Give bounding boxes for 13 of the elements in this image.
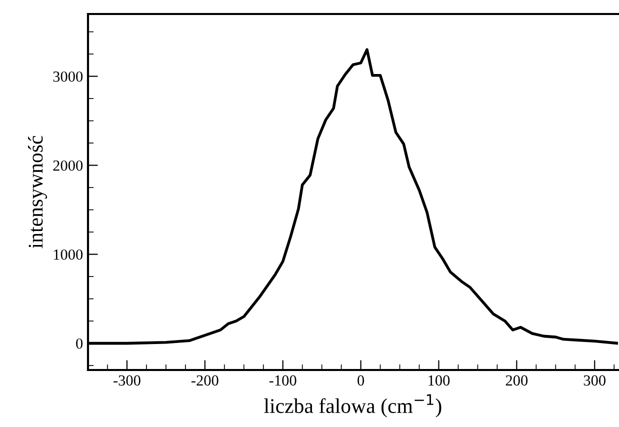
y-tick-label: 1000	[54, 249, 83, 260]
x-tick-label: 300	[584, 375, 606, 386]
y-tick-label: 2000	[53, 160, 83, 171]
x-tick-label: 0	[358, 375, 364, 386]
y-tick-label: 3000	[53, 71, 83, 82]
y-tick-label: 0	[76, 338, 83, 349]
x-tick-label: -300	[114, 375, 140, 386]
x-tick-label: -100	[269, 375, 296, 386]
x-tick-label: 200	[506, 375, 528, 386]
x-tick-label: 100	[428, 375, 450, 386]
y-axis-title: intensywność	[28, 136, 48, 248]
x-tick-label: -200	[191, 375, 218, 386]
x-axis-title: liczba falowa (cm$^{−1}$)	[264, 394, 442, 418]
